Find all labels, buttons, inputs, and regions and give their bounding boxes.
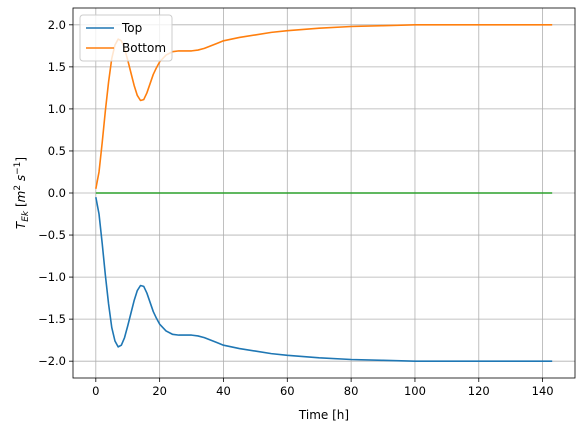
y-tick-label-5: 0.5 bbox=[48, 144, 66, 158]
x-axis-label: Time [h] bbox=[298, 408, 349, 422]
y-label-exponent-minus-1: −1 bbox=[13, 162, 23, 175]
y-label-unit-m: m bbox=[14, 191, 28, 203]
y-label-unit-s: s bbox=[14, 175, 28, 185]
y-label-subscript: Ek bbox=[21, 210, 31, 222]
y-tick-label-0: −2.0 bbox=[38, 354, 66, 368]
legend-box bbox=[79, 14, 173, 62]
y-tick-label-7: 1.5 bbox=[48, 60, 66, 74]
series-line-top bbox=[95, 197, 553, 362]
y-tick-label-1: −1.5 bbox=[38, 312, 66, 326]
x-tick-label-4: 80 bbox=[344, 384, 359, 398]
y-axis-label: TEk [m2 s−1] bbox=[13, 157, 31, 229]
y-tick-label-3: −0.5 bbox=[38, 228, 66, 242]
legend-label-bottom: Bottom bbox=[122, 41, 166, 55]
y-tick-label-4: 0.0 bbox=[48, 186, 66, 200]
y-tick-label-2: −1.0 bbox=[38, 270, 66, 284]
axis-ticks: 0 20 40 60 80 100 120 140 −2.0 −1.5 −1.0 −0.5 0.0 0.5… bbox=[38, 18, 554, 398]
y-label-exponent-2: 2 bbox=[13, 185, 23, 191]
x-tick-label-6: 120 bbox=[468, 384, 490, 398]
y-tick-label-6: 1.0 bbox=[48, 102, 66, 116]
x-tick-label-7: 140 bbox=[532, 384, 554, 398]
y-label-open-bracket: [ bbox=[14, 202, 28, 211]
legend-label-top: Top bbox=[121, 21, 142, 35]
y-label-symbol: T bbox=[14, 220, 28, 229]
x-tick-label-3: 60 bbox=[280, 384, 295, 398]
x-tick-label-2: 40 bbox=[216, 384, 231, 398]
x-tick-label-0: 0 bbox=[92, 384, 99, 398]
x-tick-label-5: 100 bbox=[404, 384, 426, 398]
legend: Top Bottom bbox=[79, 14, 173, 62]
y-label-close-bracket: ] bbox=[14, 157, 28, 162]
x-tick-label-1: 20 bbox=[152, 384, 167, 398]
y-tick-label-8: 2.0 bbox=[48, 18, 66, 32]
